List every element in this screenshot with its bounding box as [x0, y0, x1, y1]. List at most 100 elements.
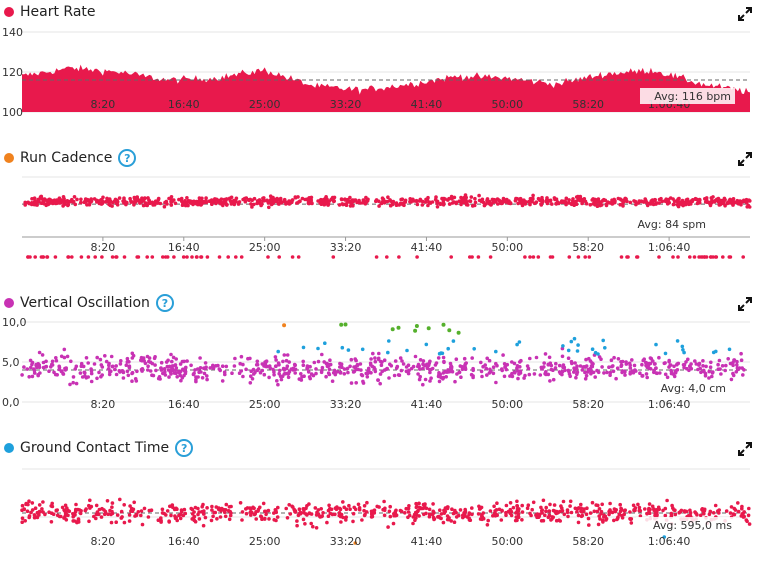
contact-time-point	[122, 503, 126, 507]
contact-time-point	[529, 513, 533, 518]
contact-time-point	[744, 518, 749, 522]
cadence-point	[204, 199, 208, 203]
oscillation-point	[35, 365, 39, 369]
contact-time-point	[663, 513, 668, 518]
oscillation-point	[584, 373, 589, 378]
oscillation-point	[314, 371, 318, 376]
cadence-point	[628, 200, 633, 205]
oscillation-point	[100, 373, 104, 377]
cadence-point	[366, 197, 370, 202]
contact-time-point	[599, 511, 603, 516]
help-icon[interactable]: ?	[118, 149, 137, 167]
oscillation-point	[255, 359, 260, 364]
contact-time-point	[338, 507, 343, 512]
oscillation-point	[640, 374, 645, 378]
contact-time-point	[575, 510, 579, 514]
oscillation-point	[647, 366, 651, 370]
contact-time-point	[344, 515, 349, 519]
oscillation-point	[701, 359, 705, 363]
contact-time-point	[729, 505, 734, 509]
contact-time-point	[736, 509, 741, 514]
cadence-point	[635, 255, 639, 259]
contact-time-point	[594, 503, 598, 507]
oscillation-point	[327, 367, 332, 371]
oscillation-point	[611, 369, 616, 374]
contact-time-point	[438, 508, 442, 512]
oscillation-point	[525, 364, 530, 368]
contact-time-point	[67, 509, 72, 514]
contact-time-point	[353, 507, 358, 512]
contact-time-point	[203, 515, 208, 520]
contact-time-point	[256, 507, 261, 512]
contact-time-point	[565, 508, 570, 512]
contact-time-point	[25, 509, 30, 513]
contact-time-point	[499, 518, 504, 522]
cadence-point	[503, 199, 508, 203]
cadence-point	[104, 199, 109, 204]
oscillation-point	[316, 346, 320, 351]
oscillation-point	[620, 359, 625, 364]
contact-time-point	[30, 501, 35, 505]
oscillation-point	[22, 365, 26, 369]
contact-time-point	[544, 509, 548, 513]
cadence-point	[46, 202, 50, 207]
expand-icon[interactable]	[738, 7, 752, 21]
oscillation-point	[109, 354, 114, 359]
cadence-point	[477, 198, 482, 203]
contact-time-point	[407, 513, 412, 518]
oscillation-point	[672, 374, 677, 379]
cadence-point	[249, 202, 253, 206]
oscillation-point	[582, 365, 586, 369]
oscillation-point	[623, 373, 627, 377]
contact-time-point	[673, 512, 678, 517]
cadence-point	[107, 197, 112, 201]
contact-time-point	[118, 497, 122, 502]
oscillation-point	[628, 363, 632, 368]
cadence-point	[282, 197, 287, 202]
cadence-point	[122, 255, 127, 259]
contact-time-point	[442, 511, 447, 515]
oscillation-point	[406, 363, 411, 367]
contact-time-point	[369, 509, 374, 514]
oscillation-point	[741, 373, 745, 377]
oscillation-point	[689, 362, 693, 366]
contact-time-point	[540, 508, 544, 512]
expand-icon[interactable]	[738, 297, 752, 311]
oscillation-point	[200, 376, 205, 380]
oscillation-point	[361, 381, 366, 385]
oscillation-point	[572, 370, 576, 374]
cadence-point	[261, 196, 265, 201]
oscillation-point	[159, 366, 163, 370]
oscillation-point	[382, 368, 387, 372]
oscillation-point	[718, 367, 722, 371]
contact-time-point	[245, 506, 250, 510]
help-icon[interactable]: ?	[175, 439, 194, 457]
cadence-point	[97, 201, 102, 206]
oscillation-point	[707, 376, 711, 380]
expand-icon[interactable]	[738, 442, 752, 456]
cadence-point	[115, 203, 120, 207]
help-icon[interactable]: ?	[155, 294, 174, 312]
contact-time-point	[602, 513, 606, 518]
contact-time-point	[360, 518, 364, 522]
cadence-point	[485, 199, 490, 204]
contact-time-point	[657, 507, 661, 512]
oscillation-point	[44, 359, 48, 364]
contact-time-point	[587, 523, 591, 527]
cadence-point	[169, 203, 174, 207]
contact-time-point	[391, 521, 396, 526]
contact-time-point	[508, 501, 513, 505]
vertical-oscillation-title: Vertical Oscillation ?	[4, 294, 174, 312]
oscillation-point	[57, 364, 61, 369]
contact-time-point	[486, 518, 491, 523]
oscillation-point	[423, 377, 428, 382]
oscillation-point	[343, 322, 348, 327]
oscillation-point	[710, 371, 715, 375]
cadence-point	[209, 198, 214, 202]
contact-time-point	[452, 520, 457, 524]
cadence-point	[232, 202, 237, 207]
contact-time-point	[326, 514, 331, 518]
expand-icon[interactable]	[738, 152, 752, 166]
contact-time-point	[341, 500, 345, 504]
cadence-point	[386, 195, 390, 199]
